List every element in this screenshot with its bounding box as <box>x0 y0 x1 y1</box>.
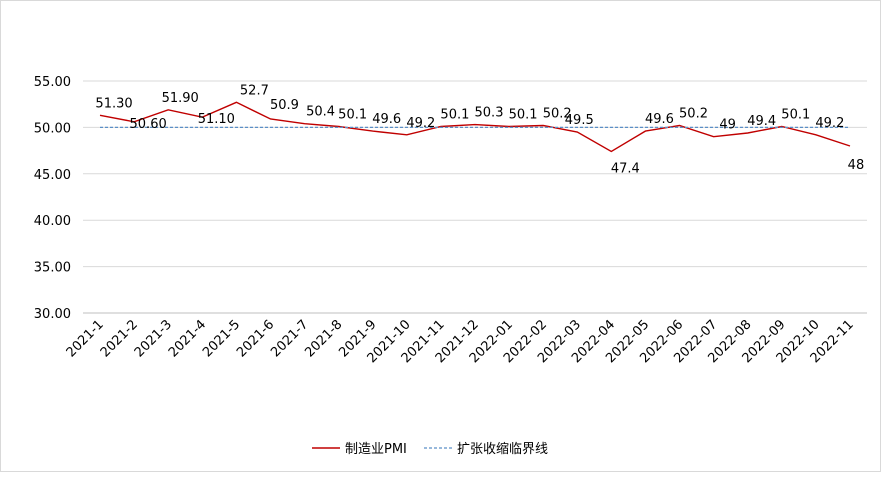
data-label: 49.2 <box>815 116 844 131</box>
series-line-pmi <box>99 101 851 153</box>
data-label: 50.1 <box>781 107 810 122</box>
data-label: 51.30 <box>95 96 132 111</box>
x-tick-label: 2021-3 <box>132 317 175 360</box>
data-label: 49.6 <box>645 112 674 127</box>
data-label: 49.4 <box>747 114 776 129</box>
data-label: 50.1 <box>338 107 367 122</box>
y-tick-label: 40.00 <box>34 214 71 229</box>
data-label: 50.2 <box>543 107 572 122</box>
data-label: 47.4 <box>611 162 640 177</box>
data-label: 52.7 <box>240 83 269 98</box>
data-label: 51.90 <box>162 91 199 106</box>
y-tick-label: 45.00 <box>34 168 71 183</box>
data-label: 50.60 <box>130 117 167 132</box>
data-label: 49.6 <box>372 112 401 127</box>
data-label: 50.1 <box>509 107 538 122</box>
data-label: 49 <box>719 118 736 133</box>
data-label: 50.9 <box>270 98 299 113</box>
x-tick-label: 2021-7 <box>268 317 311 360</box>
data-label: 50.2 <box>679 107 708 122</box>
data-label: 51.10 <box>198 112 235 127</box>
data-label: 48 <box>848 158 865 173</box>
data-label: 50.1 <box>440 107 469 122</box>
x-tick-label: 2021-8 <box>302 317 345 360</box>
data-label: 50.3 <box>475 106 504 121</box>
data-label: 49.2 <box>406 116 435 131</box>
x-tick-label: 2021-4 <box>166 317 209 360</box>
legend-label-pmi: 制造业PMI <box>345 442 407 457</box>
y-tick-label: 30.00 <box>34 307 71 322</box>
y-tick-label: 50.00 <box>34 121 71 136</box>
data-label: 49.5 <box>565 113 594 128</box>
y-tick-label: 55.00 <box>34 75 71 90</box>
x-tick-label: 2021-6 <box>234 317 277 360</box>
y-tick-label: 35.00 <box>34 261 71 276</box>
legend-label-threshold: 扩张收缩临界线 <box>457 441 548 457</box>
data-label: 50.4 <box>306 105 335 120</box>
x-tick-label: 2021-5 <box>200 317 243 360</box>
x-tick-label: 2021-2 <box>98 317 141 360</box>
x-tick-label: 2021-1 <box>64 317 107 360</box>
